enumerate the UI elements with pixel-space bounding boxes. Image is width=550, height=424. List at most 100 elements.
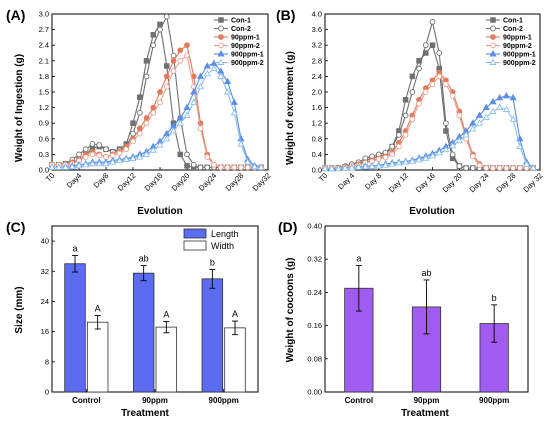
panel-b-ytick-label: 0.0 <box>312 166 322 175</box>
panel-a-point <box>203 62 211 69</box>
panel-b-point <box>408 157 416 164</box>
panel-a-legend-marker <box>218 34 224 40</box>
panel-a-point <box>190 88 198 95</box>
panel-b-point <box>463 165 469 171</box>
panel-a-point <box>116 150 123 157</box>
panel-a-ytick-label: 0.3 <box>39 150 49 159</box>
panel-d-letter: (D) <box>278 219 297 235</box>
panel-a-point <box>231 164 238 171</box>
panel-a-point <box>76 151 82 158</box>
panel-c-xlabel: Treatment <box>121 408 169 419</box>
panel-b-legend-marker <box>489 50 497 57</box>
panel-a-point <box>143 120 150 127</box>
panel-a-point <box>184 151 190 158</box>
panel-a-point <box>163 63 170 69</box>
panel-a-legend-label: 900ppm-2 <box>231 60 264 67</box>
panel-a-point <box>48 163 56 170</box>
panel-c-significance-letter: A <box>95 303 101 313</box>
panel-a-point <box>238 164 244 171</box>
panel-d-ytick-label: 0.24 <box>307 288 322 297</box>
panel-b-legend-marker <box>489 58 497 65</box>
panel-b-point <box>402 97 409 103</box>
panel-a-point <box>204 164 211 171</box>
panel-d-significance-letter: ab <box>421 268 431 278</box>
panel-c-ytick-label: 24 <box>41 297 49 306</box>
panel-b-point <box>483 165 490 171</box>
panel-b-series-line <box>325 75 534 169</box>
panel-c-significance-letter: A <box>163 309 169 319</box>
panel-b-ytick-label: 3.2 <box>312 41 322 50</box>
panel-b-point <box>429 81 436 88</box>
panel-b-point <box>456 163 463 169</box>
panel-b-point <box>496 103 504 111</box>
panel-a-legend-label: 900ppm-1 <box>231 52 264 59</box>
panel-b-xtick-label: Day 20 <box>441 171 464 194</box>
panel-a-point <box>183 111 191 118</box>
panel-a-point <box>103 146 109 153</box>
panel-a-legend-label: Con-2 <box>231 26 251 33</box>
panel-a-point <box>197 120 204 127</box>
panel-d-xlabel: Treatment <box>401 408 449 419</box>
panel-b-legend-label: Con-1 <box>503 18 523 25</box>
panel-b-ytick-label: 2.0 <box>312 88 322 97</box>
panel-b-point <box>456 112 463 119</box>
panel-b-point <box>321 164 329 172</box>
panel-b-legend-label: 90ppm-1 <box>503 35 532 42</box>
panel-b-point <box>509 115 517 122</box>
panel-a-ytick-label: 3.0 <box>39 10 49 19</box>
panel-a-legend-label: Con-1 <box>231 18 251 25</box>
panel-b-ytick-label: 1.2 <box>312 119 322 128</box>
panel-c-bar <box>224 327 246 393</box>
panel-b-point <box>395 159 403 166</box>
panel-a-ytick-label: 2.1 <box>39 56 49 65</box>
panel-a-point <box>157 99 163 106</box>
panel-a-point <box>61 163 70 170</box>
panel-b-point <box>529 164 537 171</box>
panel-b-point <box>361 162 369 170</box>
panel-d-xtick-label: Control <box>345 396 373 405</box>
panel-b-point <box>389 143 396 150</box>
panel-c-significance-letter: b <box>210 257 215 267</box>
panel-a-point <box>95 159 103 167</box>
panel-a-point <box>244 158 252 165</box>
panel-a-point <box>204 154 211 160</box>
panel-a-point <box>196 72 205 79</box>
panel-b-point <box>355 163 363 170</box>
panel-b-series-line <box>325 95 534 170</box>
panel-d: (D) Weight of cocoons (g) Treatment 0.00… <box>278 219 529 419</box>
panel-c-xtick-label: 900ppm <box>209 396 239 405</box>
panel-a-point <box>142 150 151 157</box>
panel-a-point <box>109 158 117 165</box>
panel-c-bar <box>201 278 224 393</box>
panel-b-point <box>496 93 504 101</box>
panel-a-point <box>130 120 136 126</box>
panel-b-point <box>422 154 430 161</box>
panel-a-legend-marker <box>217 58 225 65</box>
panel-b-point <box>422 89 429 95</box>
panel-b-ytick-label: 0.8 <box>312 134 322 143</box>
panel-a-legend-marker <box>218 42 224 49</box>
panel-a-ytick-label: 0.0 <box>39 166 49 175</box>
panel-c-significance-letter: ab <box>139 254 149 264</box>
panel-b-point <box>503 165 510 171</box>
panel-d-xtick-label: 90ppm <box>414 396 440 405</box>
panel-d-ytick-label: 0.32 <box>307 255 322 264</box>
panel-a-point <box>136 153 144 160</box>
panel-a-xlabel: Evolution <box>137 206 183 217</box>
panel-b-legend-marker <box>490 25 496 32</box>
panel-b-legend-label: 90ppm-2 <box>503 43 532 50</box>
panel-b-point <box>429 18 436 25</box>
panel-a-point <box>157 89 163 95</box>
panel-b-xtick-label: Day 28 <box>494 171 517 194</box>
panel-a-point <box>150 32 156 38</box>
panel-b-legend-marker <box>490 17 496 23</box>
panel-a-point <box>82 154 89 160</box>
panel-b-point <box>368 162 376 169</box>
panel-a-point <box>89 141 96 147</box>
panel-b-point <box>375 156 382 162</box>
panel-c-ytick-label: 8 <box>45 357 49 366</box>
panel-a-ylabel: Weight of Ingestion (g) <box>14 54 25 162</box>
panel-b-point <box>449 151 456 158</box>
panel-b-point <box>490 165 496 171</box>
panel-b-point <box>381 161 390 168</box>
